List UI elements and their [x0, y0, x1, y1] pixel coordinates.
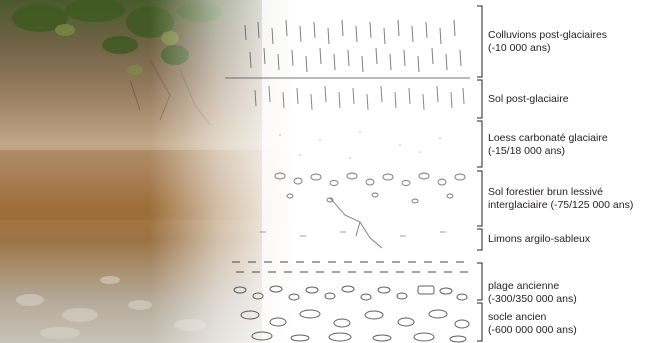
plage-ancienne-dashes: [232, 261, 468, 273]
layer-name: Sol forestier brun lessivé: [488, 186, 603, 198]
bracket-sol-post-glaciaire: [477, 79, 483, 119]
bracket-loess: [477, 120, 483, 168]
colluvions-hatching: [244, 19, 462, 73]
layer-label-socle-ancien: socle ancien (-600 000 000 ans): [488, 311, 577, 337]
bracket-colluvions: [477, 5, 483, 78]
layer-name: Colluvions post-glaciaires: [488, 29, 608, 41]
layer-age: interglaciaire (-75/125 000 ans): [488, 199, 634, 211]
loess-stipple: [279, 131, 441, 159]
limons-dashes: [260, 231, 446, 237]
layer-age: (-600 000 000 ans): [488, 324, 577, 336]
layer-name: Limons argilo-sableux: [488, 233, 591, 245]
layer-name: Loess carbonaté glaciaire: [488, 132, 608, 144]
layer-age: (-10 000 ans): [488, 42, 551, 54]
layer-age: (-300/350 000 ans): [488, 293, 577, 305]
layer-age: (-15/18 000 ans): [488, 145, 566, 157]
layer-label-sol-forestier: Sol forestier brun lessivé interglaciair…: [488, 186, 633, 212]
soil-photograph: [0, 0, 300, 343]
layer-label-sol-post-glaciaire: Sol post-glaciaire: [488, 93, 569, 106]
soil-line-drawing: [225, 0, 472, 343]
brown-soil-pebbles: [274, 172, 466, 249]
bracket-socle-ancien: [477, 302, 483, 342]
socle-ancien-rocks: [233, 285, 470, 343]
bracket-limons: [477, 228, 483, 251]
layer-name: socle ancien: [488, 311, 547, 323]
layer-name: Sol post-glaciaire: [488, 93, 569, 105]
layer-label-loess: Loess carbonaté glaciaire (-15/18 000 an…: [488, 132, 608, 158]
bracket-sol-forestier: [477, 170, 483, 227]
sol-post-glaciaire-hatching: [254, 85, 465, 111]
layer-label-plage-ancienne: plage ancienne (-300/350 000 ans): [488, 280, 577, 306]
bracket-plage-ancienne: [477, 262, 483, 301]
layer-name: plage ancienne: [488, 280, 560, 292]
layer-label-colluvions: Colluvions post-glaciaires (-10 000 ans): [488, 29, 607, 55]
layer-brackets: [477, 5, 483, 342]
layer-label-limons: Limons argilo-sableux: [488, 233, 590, 246]
